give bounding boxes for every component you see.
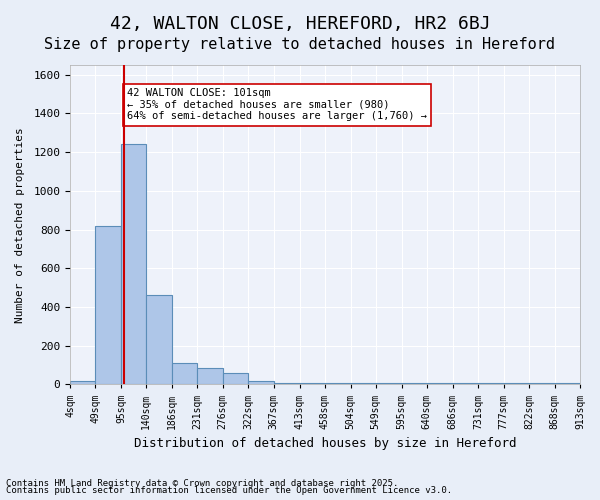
Y-axis label: Number of detached properties: Number of detached properties bbox=[15, 127, 25, 322]
Bar bbox=[248, 382, 274, 384]
Bar bbox=[197, 368, 223, 384]
Bar bbox=[172, 363, 197, 384]
Bar bbox=[121, 144, 146, 384]
Text: Size of property relative to detached houses in Hereford: Size of property relative to detached ho… bbox=[44, 38, 556, 52]
Text: Contains HM Land Registry data © Crown copyright and database right 2025.: Contains HM Land Registry data © Crown c… bbox=[6, 478, 398, 488]
X-axis label: Distribution of detached houses by size in Hereford: Distribution of detached houses by size … bbox=[134, 437, 516, 450]
Text: 42 WALTON CLOSE: 101sqm
← 35% of detached houses are smaller (980)
64% of semi-d: 42 WALTON CLOSE: 101sqm ← 35% of detache… bbox=[127, 88, 427, 122]
Bar bbox=[223, 373, 248, 384]
Text: 42, WALTON CLOSE, HEREFORD, HR2 6BJ: 42, WALTON CLOSE, HEREFORD, HR2 6BJ bbox=[110, 15, 490, 33]
Bar bbox=[95, 226, 121, 384]
Bar bbox=[146, 296, 172, 384]
Text: Contains public sector information licensed under the Open Government Licence v3: Contains public sector information licen… bbox=[6, 486, 452, 495]
Bar bbox=[70, 380, 95, 384]
